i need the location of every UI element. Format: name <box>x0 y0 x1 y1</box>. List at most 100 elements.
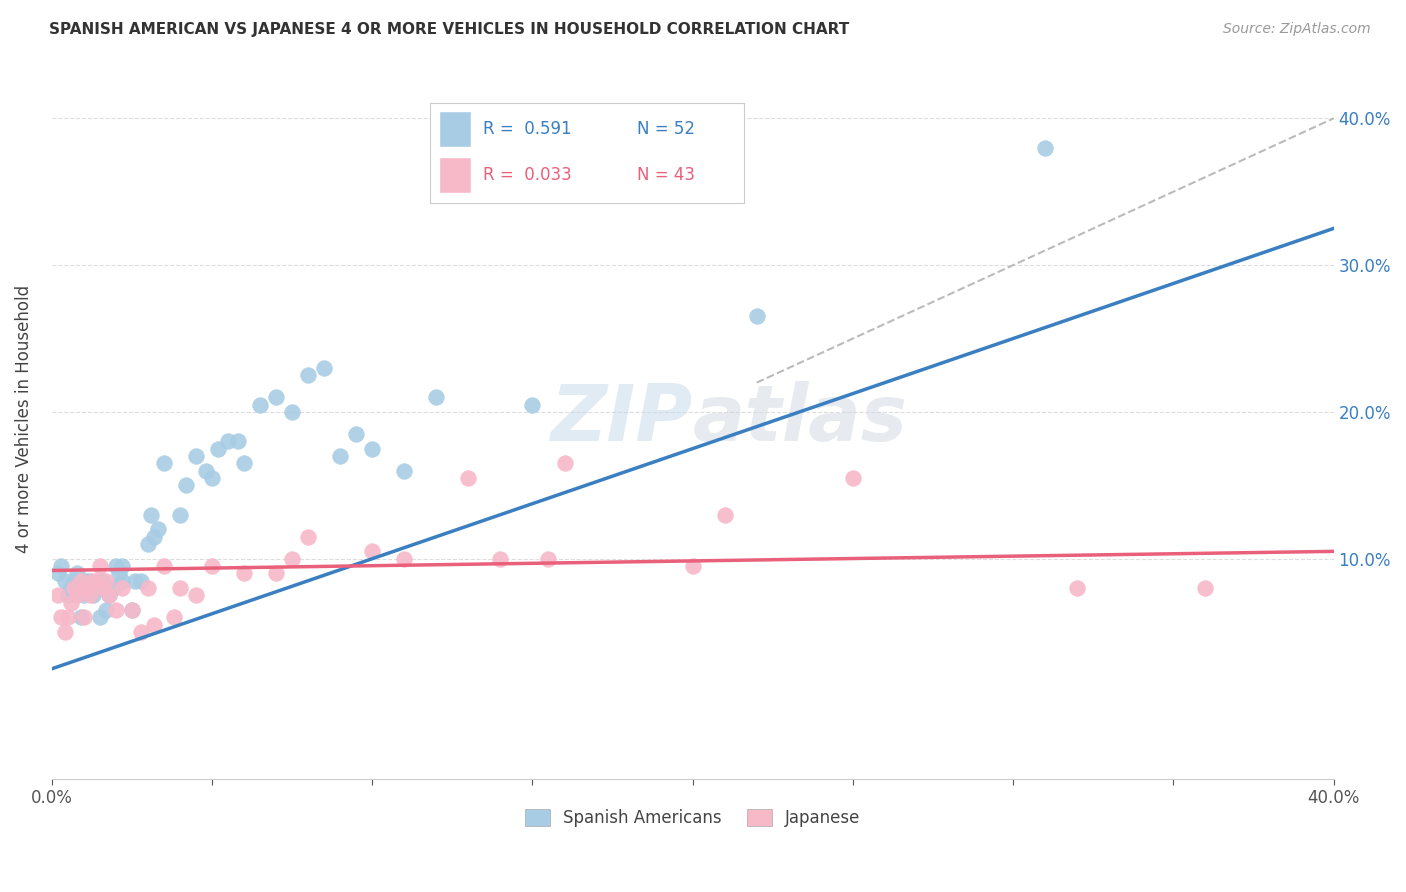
Point <box>79 589 101 603</box>
Y-axis label: 4 or more Vehicles in Household: 4 or more Vehicles in Household <box>15 285 32 553</box>
Point <box>56 589 79 603</box>
Point <box>201 471 224 485</box>
Point <box>264 566 287 581</box>
Point <box>82 574 104 588</box>
Point <box>111 574 134 588</box>
Point <box>169 581 191 595</box>
Point <box>233 566 256 581</box>
Point <box>51 610 73 624</box>
Point <box>281 405 304 419</box>
Point <box>76 581 98 595</box>
Point <box>121 603 143 617</box>
Point <box>46 566 69 581</box>
Point <box>281 551 304 566</box>
Point <box>89 559 111 574</box>
Point <box>489 551 512 566</box>
Point <box>91 574 114 588</box>
Point <box>143 530 166 544</box>
Legend: Spanish Americans, Japanese: Spanish Americans, Japanese <box>516 800 869 835</box>
Text: SPANISH AMERICAN VS JAPANESE 4 OR MORE VEHICLES IN HOUSEHOLD CORRELATION CHART: SPANISH AMERICAN VS JAPANESE 4 OR MORE V… <box>49 22 849 37</box>
Point <box>329 449 352 463</box>
Point <box>108 566 131 581</box>
Point <box>297 530 319 544</box>
Point <box>553 456 575 470</box>
Point <box>139 508 162 522</box>
Point <box>314 360 336 375</box>
Point <box>143 617 166 632</box>
Point <box>361 544 384 558</box>
Point <box>104 559 127 574</box>
Point <box>537 551 560 566</box>
Point <box>457 471 479 485</box>
Point <box>121 603 143 617</box>
Point <box>63 574 86 588</box>
Point <box>98 589 121 603</box>
Point <box>184 449 207 463</box>
Text: Source: ZipAtlas.com: Source: ZipAtlas.com <box>1223 22 1371 37</box>
Point <box>56 610 79 624</box>
Point <box>89 610 111 624</box>
Point <box>86 574 108 588</box>
Point <box>98 589 121 603</box>
Point <box>66 566 89 581</box>
Point <box>66 589 89 603</box>
Point <box>1066 581 1088 595</box>
Point <box>51 559 73 574</box>
Point <box>842 471 865 485</box>
Point <box>53 574 76 588</box>
Point <box>76 574 98 588</box>
Point <box>79 574 101 588</box>
Text: ZIP: ZIP <box>550 381 693 458</box>
Point <box>153 456 176 470</box>
Point <box>63 581 86 595</box>
Point <box>394 464 416 478</box>
Point <box>124 574 146 588</box>
Point <box>111 581 134 595</box>
Point <box>522 398 544 412</box>
Point <box>101 581 124 595</box>
Point <box>217 434 239 449</box>
Point <box>1033 141 1056 155</box>
Point <box>1194 581 1216 595</box>
Point <box>73 589 96 603</box>
Point <box>86 581 108 595</box>
Text: atlas: atlas <box>693 381 908 458</box>
Point <box>136 537 159 551</box>
Point <box>233 456 256 470</box>
Point <box>131 625 153 640</box>
Point <box>73 610 96 624</box>
Point <box>194 464 217 478</box>
Point <box>96 603 118 617</box>
Point <box>136 581 159 595</box>
Point <box>226 434 249 449</box>
Point <box>59 596 82 610</box>
Point <box>59 581 82 595</box>
Point <box>201 559 224 574</box>
Point <box>169 508 191 522</box>
Point <box>249 398 271 412</box>
Point <box>713 508 735 522</box>
Point <box>184 589 207 603</box>
Point <box>425 390 447 404</box>
Point <box>146 522 169 536</box>
Point <box>53 625 76 640</box>
Point <box>394 551 416 566</box>
Point <box>153 559 176 574</box>
Point <box>111 559 134 574</box>
Point <box>745 310 768 324</box>
Point <box>131 574 153 588</box>
Point <box>91 581 114 595</box>
Point <box>82 589 104 603</box>
Point <box>46 589 69 603</box>
Point <box>69 610 91 624</box>
Point <box>69 574 91 588</box>
Point <box>297 368 319 383</box>
Point <box>104 603 127 617</box>
Point <box>162 610 184 624</box>
Point <box>176 478 198 492</box>
Point <box>682 559 704 574</box>
Point <box>344 426 367 441</box>
Point <box>361 442 384 456</box>
Point <box>264 390 287 404</box>
Point <box>207 442 229 456</box>
